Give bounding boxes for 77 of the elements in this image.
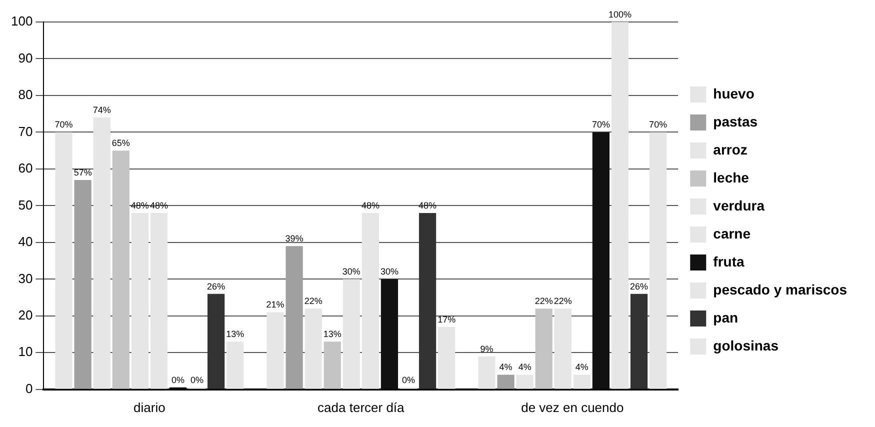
- bar: [592, 132, 610, 389]
- legend-label: golosinas: [713, 337, 779, 354]
- bar: [554, 308, 572, 389]
- legend-label: leche: [713, 169, 750, 186]
- y-tick-label: 60: [18, 160, 33, 176]
- bar: [286, 246, 303, 389]
- x-tick-label: cada tercer día: [318, 400, 406, 415]
- bar: [573, 374, 590, 389]
- bar: [478, 356, 496, 389]
- data-label: 22%: [534, 296, 553, 306]
- bar: [131, 213, 148, 389]
- data-label: 26%: [207, 281, 226, 292]
- bar: [362, 213, 380, 389]
- y-tick-label: 10: [18, 344, 33, 360]
- y-tick-label: 100: [10, 14, 33, 29]
- bar: [342, 279, 360, 389]
- data-label: 70%: [649, 120, 668, 130]
- data-label: 0%: [402, 374, 416, 385]
- data-label: 30%: [342, 266, 360, 277]
- data-label: 22%: [554, 296, 572, 306]
- legend-label: pastas: [713, 113, 758, 130]
- data-label: 70%: [592, 120, 610, 130]
- data-label: 21%: [266, 300, 284, 310]
- bar: [93, 118, 110, 389]
- data-label: 26%: [630, 281, 648, 292]
- legend-label: pan: [713, 309, 738, 326]
- bar: [324, 342, 341, 389]
- data-label: 4%: [518, 362, 532, 372]
- data-label: 17%: [438, 314, 456, 324]
- bar: [438, 326, 456, 389]
- bar: [516, 374, 534, 389]
- bar: [266, 312, 284, 389]
- data-label: 65%: [112, 138, 130, 148]
- bar: [611, 22, 629, 389]
- y-tick-label: 20: [18, 308, 33, 322]
- y-tick-label: 0: [25, 380, 33, 396]
- bar: [418, 213, 436, 389]
- bar: [535, 308, 552, 389]
- data-label: 4%: [575, 362, 588, 372]
- legend-label: arroz: [713, 141, 748, 158]
- x-tick-label: de vez en cuendo: [521, 400, 624, 415]
- data-label: 4%: [499, 362, 512, 372]
- data-label: 39%: [285, 234, 304, 244]
- data-label: 0%: [190, 374, 204, 385]
- y-tick-label: 70: [18, 124, 33, 139]
- bar: [380, 279, 398, 389]
- data-label: 0%: [171, 374, 184, 385]
- legend-label: carne: [713, 225, 751, 242]
- y-tick-label: 40: [18, 234, 33, 250]
- legend-label: huevo: [713, 85, 754, 102]
- bar: [74, 180, 92, 389]
- bar: [150, 213, 168, 389]
- bar: [226, 342, 244, 389]
- y-tick-label: 50: [18, 197, 33, 212]
- data-label: 57%: [74, 167, 92, 178]
- data-label: 74%: [92, 105, 111, 116]
- bar: [304, 308, 322, 389]
- bar: [630, 294, 648, 389]
- legend-label: verdura: [713, 197, 765, 214]
- y-tick-label: 30: [18, 270, 33, 286]
- data-label: 100%: [608, 9, 632, 20]
- x-tick-label: diario: [134, 400, 166, 415]
- data-label: 70%: [54, 120, 73, 130]
- data-label: 22%: [304, 296, 322, 306]
- bar: [207, 294, 225, 389]
- bar: [497, 374, 514, 389]
- data-label: 30%: [380, 266, 398, 277]
- y-tick-label: 80: [18, 87, 33, 102]
- data-label: 13%: [323, 329, 342, 340]
- data-label: 9%: [480, 344, 494, 354]
- y-tick-label: 90: [18, 50, 33, 66]
- legend-label: pescado y mariscos: [713, 281, 848, 298]
- data-label: 13%: [226, 329, 244, 340]
- bar: [649, 132, 667, 389]
- bar: [112, 150, 130, 389]
- legend-label: fruta: [713, 253, 744, 270]
- bar: [55, 132, 72, 389]
